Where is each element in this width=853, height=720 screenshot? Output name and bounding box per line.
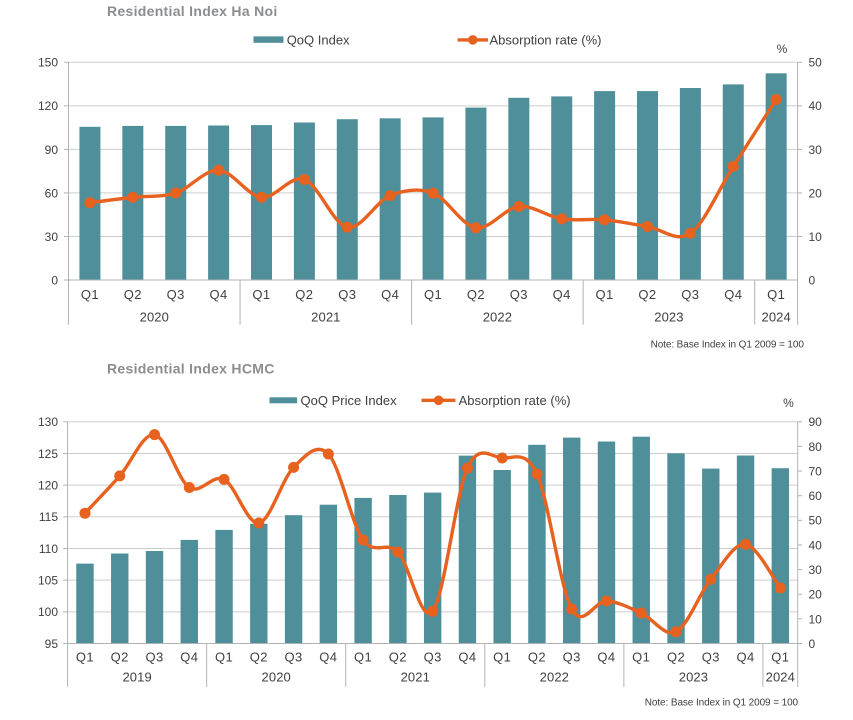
svg-text:150: 150 (38, 56, 58, 70)
svg-text:QoQ Index: QoQ Index (287, 32, 350, 47)
svg-text:95: 95 (45, 637, 59, 651)
svg-text:Q4: Q4 (180, 650, 198, 665)
svg-text:2022: 2022 (540, 670, 569, 685)
svg-text:120: 120 (38, 479, 58, 493)
svg-text:Q1: Q1 (632, 650, 650, 665)
svg-text:Q2: Q2 (467, 287, 485, 302)
svg-text:2022: 2022 (483, 309, 512, 324)
svg-text:30: 30 (809, 563, 823, 577)
svg-text:60: 60 (809, 489, 823, 503)
svg-text:20: 20 (809, 186, 823, 200)
svg-text:105: 105 (38, 574, 58, 588)
svg-text:Q4: Q4 (458, 650, 476, 665)
svg-text:Q4: Q4 (319, 650, 337, 665)
svg-text:Note: Base Index in Q1 2009 =: Note: Base Index in Q1 2009 = 100 (645, 698, 799, 709)
svg-text:70: 70 (809, 464, 823, 478)
svg-text:115: 115 (39, 510, 58, 524)
svg-text:40: 40 (809, 538, 823, 552)
svg-text:Q3: Q3 (681, 287, 699, 302)
svg-text:10: 10 (809, 230, 823, 244)
svg-text:40: 40 (809, 99, 823, 113)
svg-text:Note: Base Index in Q1 2009 =: Note: Base Index in Q1 2009 = 100 (651, 340, 805, 351)
svg-text:Q4: Q4 (724, 287, 742, 302)
svg-text:Q2: Q2 (667, 650, 685, 665)
svg-text:2021: 2021 (401, 670, 430, 685)
svg-text:130: 130 (38, 415, 58, 429)
svg-text:0: 0 (51, 273, 58, 287)
svg-text:50: 50 (809, 514, 823, 528)
svg-text:30: 30 (45, 230, 59, 244)
svg-text:Residential Index HCMC: Residential Index HCMC (107, 360, 275, 376)
svg-text:Q2: Q2 (295, 287, 313, 302)
svg-text:0: 0 (809, 637, 816, 651)
svg-text:2024: 2024 (766, 670, 795, 685)
svg-text:20: 20 (809, 588, 823, 602)
svg-text:Q2: Q2 (111, 650, 129, 665)
svg-text:80: 80 (809, 440, 823, 454)
svg-text:Q3: Q3 (563, 650, 581, 665)
svg-text:QoQ Price Index: QoQ Price Index (301, 393, 398, 408)
svg-text:Q1: Q1 (354, 650, 372, 665)
svg-text:Q2: Q2 (389, 650, 407, 665)
svg-text:Q4: Q4 (210, 287, 228, 302)
svg-text:125: 125 (38, 447, 58, 461)
svg-text:Q1: Q1 (493, 650, 511, 665)
svg-text:2024: 2024 (761, 309, 790, 324)
svg-text:Q3: Q3 (167, 287, 185, 302)
svg-text:Q3: Q3 (424, 650, 442, 665)
svg-text:Q1: Q1 (252, 287, 270, 302)
svg-text:2021: 2021 (311, 309, 340, 324)
svg-text:Q3: Q3 (338, 287, 356, 302)
svg-text:Q4: Q4 (736, 650, 754, 665)
svg-text:2023: 2023 (654, 309, 683, 324)
svg-text:50: 50 (809, 56, 823, 70)
svg-text:Q1: Q1 (596, 287, 614, 302)
svg-text:2020: 2020 (262, 670, 291, 685)
svg-text:Q1: Q1 (771, 650, 789, 665)
svg-text:2020: 2020 (140, 309, 169, 324)
svg-text:10: 10 (809, 612, 823, 626)
svg-text:Q4: Q4 (553, 287, 571, 302)
svg-text:Q1: Q1 (215, 650, 233, 665)
svg-text:Q3: Q3 (510, 287, 528, 302)
svg-text:60: 60 (45, 186, 59, 200)
svg-text:90: 90 (45, 143, 59, 157)
svg-text:Q4: Q4 (597, 650, 615, 665)
svg-text:Residential Index Ha Noi: Residential Index Ha Noi (107, 3, 278, 19)
svg-text:110: 110 (39, 542, 58, 556)
svg-text:Q3: Q3 (145, 650, 163, 665)
svg-text:90: 90 (809, 415, 823, 429)
svg-text:Q4: Q4 (381, 287, 399, 302)
svg-text:100: 100 (38, 605, 58, 619)
svg-text:Q1: Q1 (76, 650, 94, 665)
svg-text:Absorption rate (%): Absorption rate (%) (459, 393, 571, 408)
svg-text:120: 120 (38, 99, 58, 113)
svg-text:30: 30 (809, 143, 823, 157)
svg-text:%: % (783, 396, 794, 410)
svg-text:Q1: Q1 (424, 287, 442, 302)
svg-text:Q3: Q3 (285, 650, 303, 665)
svg-text:Q2: Q2 (250, 650, 268, 665)
svg-text:0: 0 (809, 273, 816, 287)
svg-text:Q2: Q2 (528, 650, 546, 665)
svg-text:Q1: Q1 (81, 287, 99, 302)
svg-text:%: % (777, 42, 788, 56)
svg-text:Q2: Q2 (124, 287, 142, 302)
svg-text:2023: 2023 (679, 670, 708, 685)
svg-text:2019: 2019 (122, 670, 151, 685)
svg-text:Q3: Q3 (702, 650, 720, 665)
svg-text:Q1: Q1 (767, 287, 785, 302)
svg-text:Q2: Q2 (638, 287, 656, 302)
svg-text:Absorption rate (%): Absorption rate (%) (490, 32, 602, 47)
